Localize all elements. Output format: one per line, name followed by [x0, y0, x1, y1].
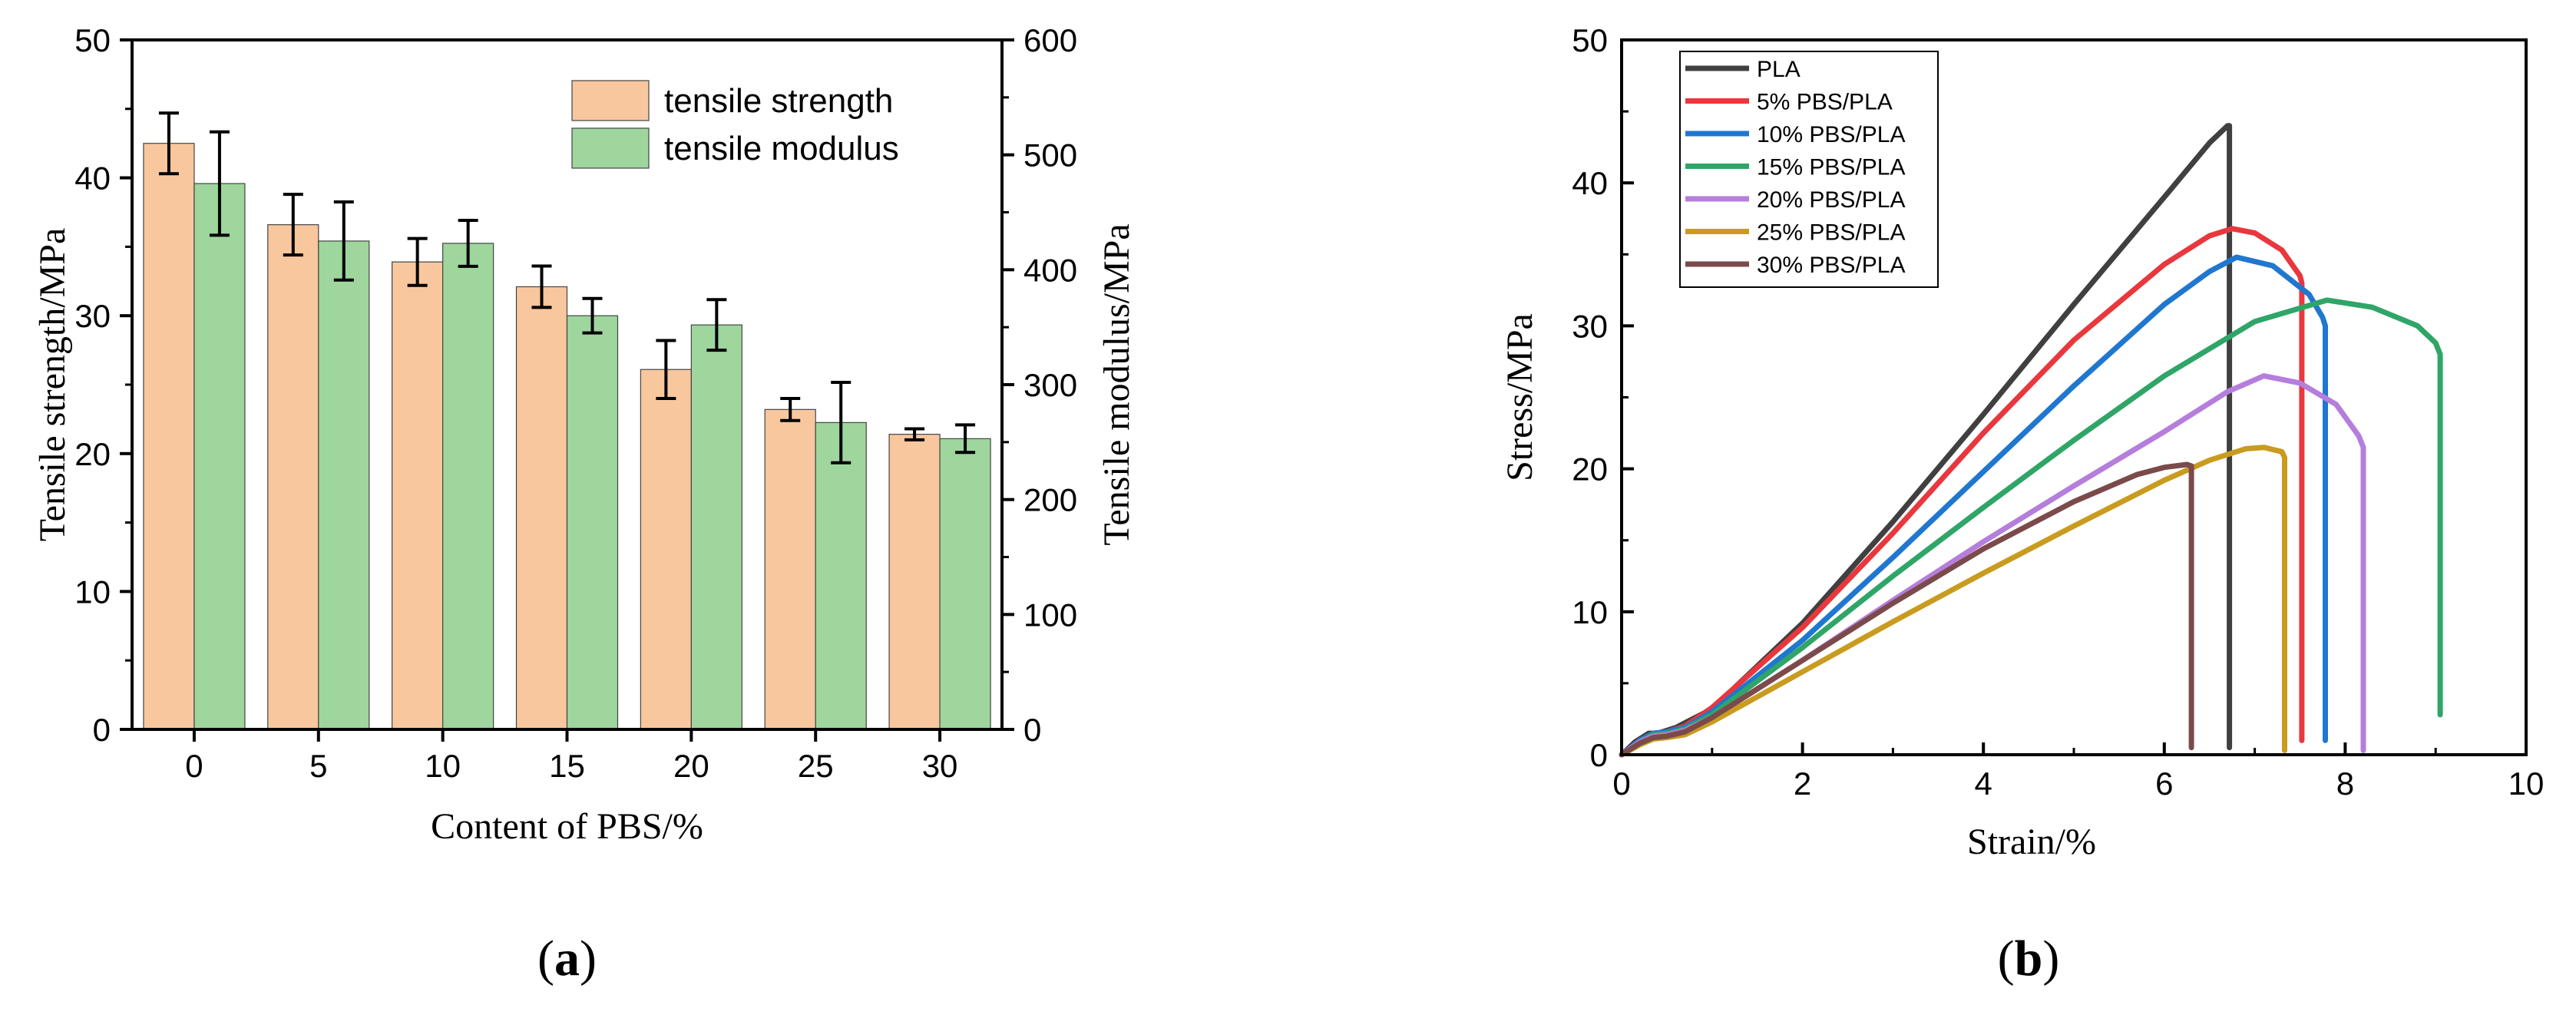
y-tick-label-right: 500: [1023, 137, 1077, 174]
legend-label: tensile modulus: [664, 130, 899, 167]
x-tick-label: 4: [1975, 765, 1992, 802]
error-bar-strength-5: [283, 193, 303, 257]
y-tick-label: 10: [1572, 594, 1608, 630]
error-bar-strength-25: [780, 396, 801, 422]
y-tick-label: 30: [1572, 308, 1608, 344]
y-tick-label-right: 600: [1023, 22, 1077, 58]
bar-strength-10: [392, 261, 444, 730]
panel-paren-open: (: [1998, 931, 2015, 987]
panel-label-b: (b): [1998, 931, 2060, 987]
x-tick-label: 0: [185, 748, 203, 784]
y-tick-label-right: 100: [1023, 597, 1077, 633]
y-tick-label: 0: [1590, 737, 1608, 773]
bar-modulus-25: [815, 422, 867, 730]
legend-a: tensile strength tensile modulus: [571, 80, 899, 169]
y-tick-label-right: 400: [1023, 252, 1077, 288]
error-bar-modulus-10: [458, 218, 478, 268]
x-tick-label: 20: [673, 748, 709, 784]
bar-strength-5: [267, 224, 319, 730]
y-tick-label: 50: [1572, 22, 1608, 58]
error-bar-strength-30: [904, 427, 925, 441]
bar-strength-25: [764, 408, 816, 730]
curve-10-pbs-pla: [1619, 254, 2328, 758]
y-axis-label-right: Tensile modulus/MPa: [1096, 223, 1137, 545]
y-tick-label-left: 40: [74, 160, 111, 197]
error-bar-modulus-20: [706, 298, 727, 352]
panel-letter-b: b: [2015, 931, 2043, 987]
error-bar-modulus-5: [333, 200, 354, 282]
panel-letter-a: a: [554, 931, 580, 987]
legend-label: PLA: [1757, 57, 1801, 82]
legend-label: tensile strength: [664, 82, 893, 120]
legend-label: 5% PBS/PLA: [1757, 90, 1893, 115]
legend-label: 15% PBS/PLA: [1757, 155, 1905, 180]
y-tick-label-left: 30: [74, 298, 111, 334]
error-bar-strength-20: [656, 339, 676, 400]
legend-label: 20% PBS/PLA: [1757, 187, 1905, 213]
error-bar-modulus-30: [955, 423, 976, 455]
y-tick-label-right: 300: [1023, 367, 1077, 403]
bar-strength-0: [143, 143, 195, 730]
panel-paren-close: ): [580, 931, 597, 987]
bar-modulus-30: [939, 438, 991, 730]
y-tick-label-right: 0: [1023, 712, 1041, 748]
panel-paren-open: (: [537, 931, 554, 987]
x-tick-label: 8: [2336, 765, 2354, 802]
y-tick-label-left: 0: [93, 712, 111, 748]
x-axis-label: Strain/%: [1967, 822, 2096, 862]
y-tick-label-left: 10: [74, 574, 111, 610]
bar-modulus-15: [566, 315, 619, 730]
legend-label: 30% PBS/PLA: [1757, 253, 1905, 278]
curve-30-pbs-pla: [1619, 461, 2194, 758]
x-tick-label: 0: [1612, 765, 1630, 802]
error-bar-modulus-0: [209, 130, 230, 237]
legend-box: [1679, 51, 1939, 288]
legend-b: PLA 5% PBS/PLA 10% PBS/PLA 15% PBS/PLA 20% P…: [1679, 51, 1939, 288]
panel-b: 0 2 4 6 8 10 0 10 20 30 40 50 Strain/% Stress/MPa PLA 5…: [1500, 22, 2544, 987]
error-bar-strength-15: [531, 264, 552, 309]
x-tick-label: 15: [549, 748, 585, 784]
x-tick-label: 10: [2508, 765, 2545, 802]
bar-modulus-20: [690, 324, 742, 730]
y-tick-label: 20: [1572, 451, 1608, 488]
y-axis-label: Stress/MPa: [1500, 313, 1540, 481]
x-tick-label: 6: [2155, 765, 2173, 802]
x-tick-label: 10: [425, 748, 461, 784]
y-tick-label: 40: [1572, 165, 1608, 201]
error-bar-strength-10: [407, 236, 428, 287]
x-tick-label: 2: [1794, 765, 1811, 802]
y-axis-label-left: Tensile strength/MPa: [32, 228, 73, 542]
y-tick-label-left: 20: [74, 436, 111, 472]
legend-label: 25% PBS/PLA: [1757, 220, 1905, 246]
x-tick-label: 30: [922, 748, 958, 784]
y-tick-label-left: 50: [74, 22, 111, 58]
x-axis-label: Content of PBS/%: [431, 806, 703, 847]
x-tick-label: 25: [798, 748, 834, 784]
legend-label: 10% PBS/PLA: [1757, 122, 1905, 147]
bar-strength-15: [515, 286, 568, 730]
error-bar-modulus-15: [582, 296, 603, 335]
error-bar-modulus-25: [831, 381, 852, 465]
panel-paren-close: ): [2042, 931, 2059, 987]
bar-strength-30: [888, 434, 941, 730]
legend-swatch: [571, 127, 650, 169]
bar-strength-20: [640, 369, 692, 730]
error-bar-strength-0: [158, 111, 179, 176]
legend-swatch: [571, 80, 650, 121]
panel-label-a: (a): [537, 931, 597, 987]
bar-modulus-0: [193, 183, 246, 730]
bar-modulus-5: [318, 240, 370, 730]
x-tick-label: 5: [309, 748, 327, 784]
bar-modulus-10: [442, 243, 494, 730]
y-tick-label-right: 200: [1023, 482, 1077, 518]
